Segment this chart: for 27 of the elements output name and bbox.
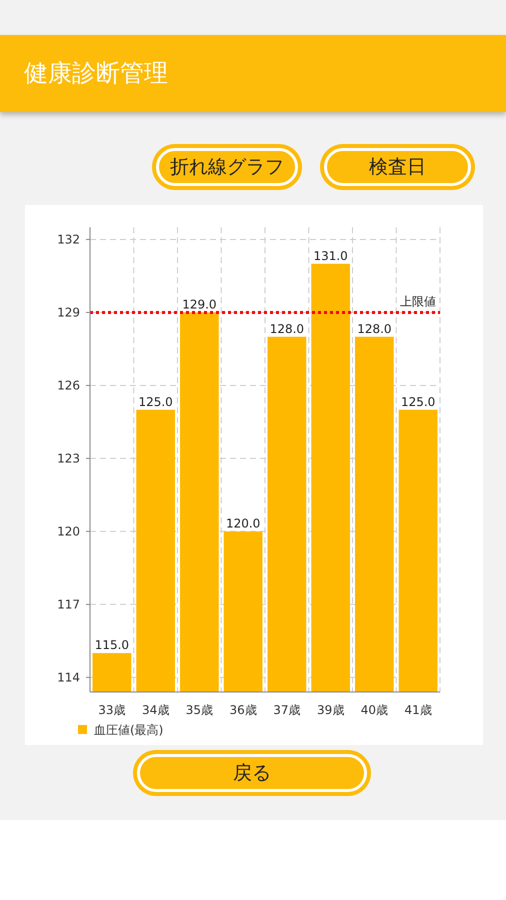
y-tick-label: 126 xyxy=(57,378,80,392)
data-label: 129.0 xyxy=(182,297,217,312)
data-label: 125.0 xyxy=(400,394,436,409)
y-tick-label: 114 xyxy=(57,670,80,684)
x-tick-label: 33歳 xyxy=(98,703,126,717)
x-tick-label: 40歳 xyxy=(360,703,388,717)
legend-label: 血圧値(最高) xyxy=(94,723,164,737)
data-label: 128.0 xyxy=(357,322,392,336)
x-tick-label: 37歳 xyxy=(273,703,301,717)
chart-title: 健康診断管理 xyxy=(24,58,168,89)
data-label: 125.0 xyxy=(138,394,173,409)
x-tick-label: 41歳 xyxy=(404,703,432,717)
x-tick-label: 36歳 xyxy=(229,703,257,717)
data-label: 120.0 xyxy=(226,516,260,530)
text: 戻る xyxy=(233,761,271,786)
y-tick-label: 123 xyxy=(57,451,80,466)
data-label: 128.0 xyxy=(270,322,304,336)
data-label: 131.0 xyxy=(313,248,348,263)
y-tick-label: 129 xyxy=(57,305,80,320)
y-tick-label: 117 xyxy=(57,597,80,612)
ref-line-label: 上限値 xyxy=(400,294,436,308)
y-tick-label: 120 xyxy=(57,524,80,538)
y-tick-label: 132 xyxy=(57,232,80,246)
x-tick-label: 39歳 xyxy=(316,703,344,717)
x-tick-label: 35歳 xyxy=(186,703,214,717)
x-tick-label: 34歳 xyxy=(142,703,170,717)
data-label: 115.0 xyxy=(94,638,130,652)
